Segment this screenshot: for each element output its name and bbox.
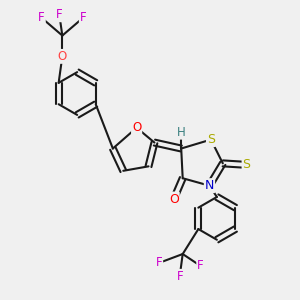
Text: H: H (177, 126, 186, 139)
Text: F: F (197, 260, 204, 272)
Text: O: O (58, 50, 67, 63)
Text: F: F (56, 8, 63, 21)
Text: F: F (38, 11, 45, 24)
Text: O: O (169, 193, 179, 206)
Text: S: S (207, 133, 215, 146)
Text: F: F (156, 256, 162, 269)
Text: F: F (80, 11, 86, 24)
Text: S: S (243, 158, 250, 171)
Text: F: F (176, 270, 183, 283)
Text: O: O (132, 121, 141, 134)
Text: N: N (205, 179, 214, 192)
